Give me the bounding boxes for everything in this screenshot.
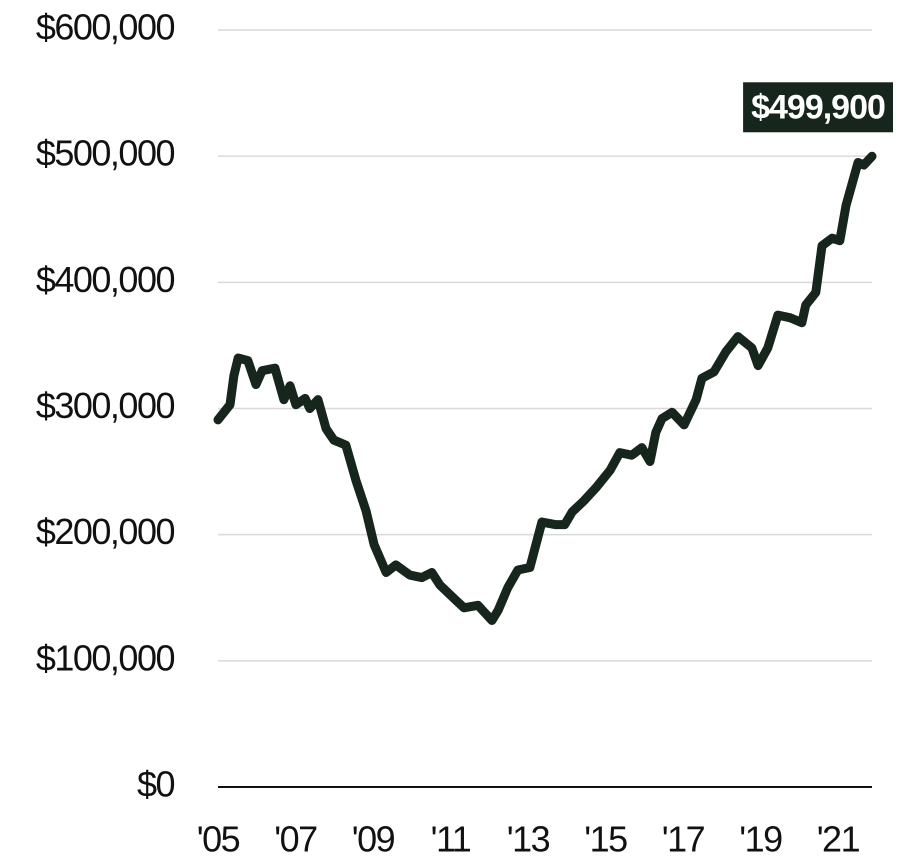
x-tick-label: '11	[431, 819, 471, 860]
x-tick-label: '15	[584, 819, 627, 860]
y-tick-label: $200,000	[36, 511, 175, 552]
x-tick-label: '07	[274, 819, 317, 860]
x-tick-label: '17	[662, 819, 705, 860]
annotation-box	[743, 82, 893, 133]
x-tick-label: '19	[739, 819, 782, 860]
y-tick-label: $600,000	[36, 7, 175, 48]
y-tick-label: $100,000	[36, 637, 175, 678]
y-tick-label: $500,000	[36, 133, 175, 174]
y-tick-label: $0	[137, 764, 175, 805]
annotation-label: $499,900	[751, 88, 885, 126]
x-tick-label: '09	[352, 819, 395, 860]
y-tick-label: $400,000	[36, 259, 175, 300]
data-line	[213, 151, 877, 625]
x-tick-label: '21	[817, 819, 860, 860]
y-tick-label: $300,000	[36, 385, 175, 426]
x-tick-label: '13	[507, 819, 550, 860]
x-tick-label: '05	[197, 819, 240, 860]
